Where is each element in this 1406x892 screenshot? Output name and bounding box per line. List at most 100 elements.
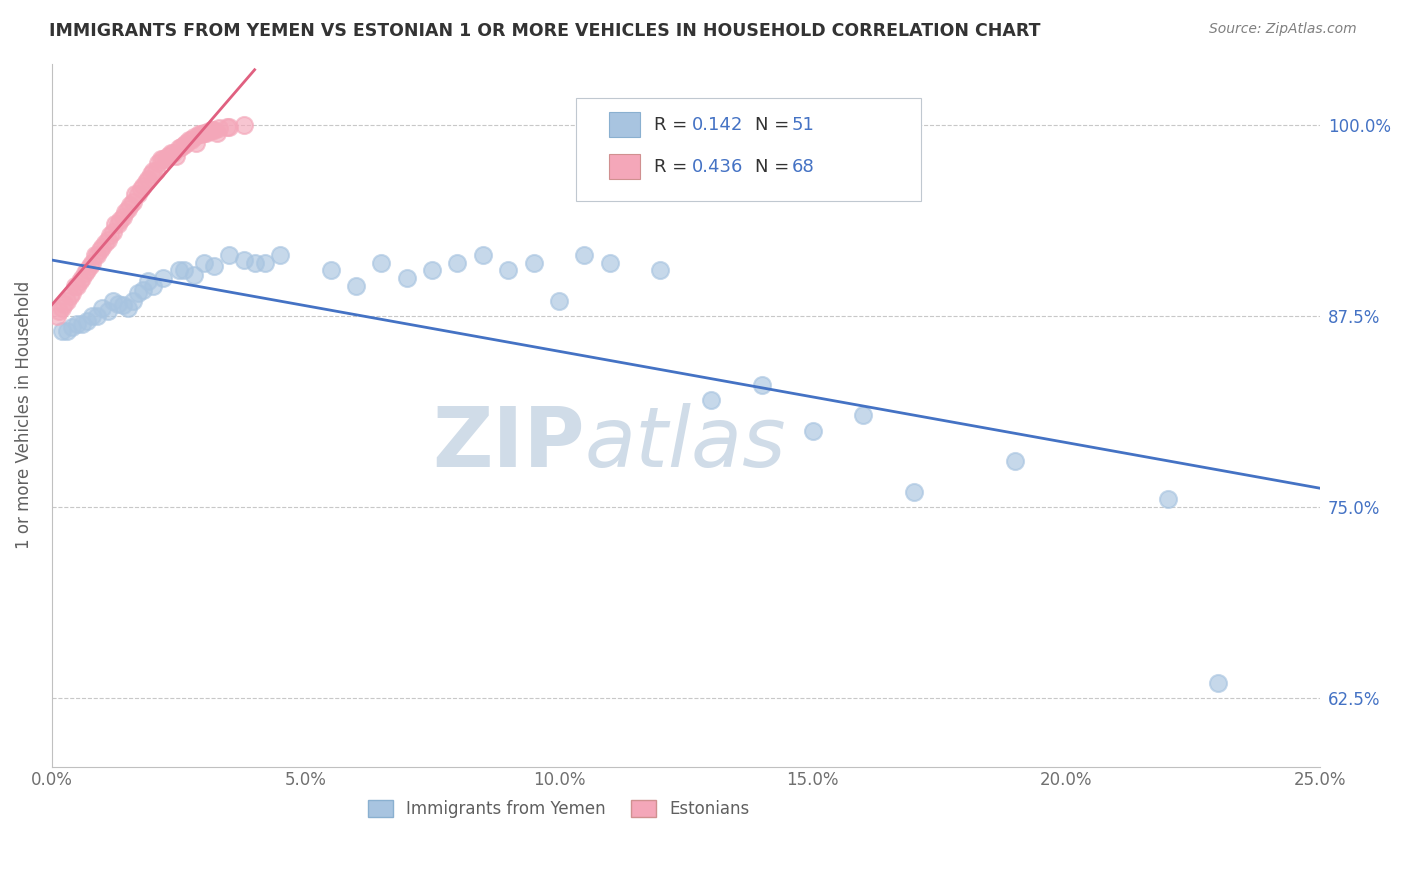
Point bbox=[110, 212, 132, 227]
Point bbox=[70, 317, 93, 331]
Point bbox=[167, 141, 190, 155]
Point bbox=[202, 259, 225, 273]
Point bbox=[173, 138, 195, 153]
Point bbox=[420, 263, 443, 277]
Point bbox=[101, 225, 124, 239]
Point bbox=[120, 197, 142, 211]
Text: N =: N = bbox=[755, 116, 794, 134]
Point bbox=[160, 145, 183, 160]
Text: R =: R = bbox=[654, 116, 693, 134]
Legend: Immigrants from Yemen, Estonians: Immigrants from Yemen, Estonians bbox=[361, 794, 756, 825]
Point bbox=[148, 156, 170, 170]
Point bbox=[132, 179, 155, 194]
Point bbox=[152, 152, 174, 166]
Point bbox=[574, 248, 596, 262]
Point bbox=[91, 240, 114, 254]
Point bbox=[650, 263, 672, 277]
Point bbox=[522, 255, 544, 269]
Point bbox=[1156, 492, 1178, 507]
Point bbox=[446, 255, 468, 269]
Point bbox=[45, 309, 67, 323]
Point bbox=[70, 271, 93, 285]
Point bbox=[496, 263, 519, 277]
Point bbox=[73, 266, 96, 280]
Point bbox=[82, 255, 104, 269]
Text: 68: 68 bbox=[792, 158, 814, 176]
Point bbox=[700, 392, 723, 407]
Point bbox=[76, 263, 98, 277]
Point bbox=[58, 289, 80, 303]
Point bbox=[370, 255, 392, 269]
Point bbox=[186, 136, 208, 151]
Point bbox=[157, 149, 180, 163]
Point bbox=[48, 304, 70, 318]
Point bbox=[114, 205, 136, 219]
Point bbox=[82, 309, 104, 323]
Point bbox=[190, 128, 212, 142]
Point bbox=[96, 304, 118, 318]
Point bbox=[202, 122, 225, 136]
Point bbox=[127, 186, 149, 201]
Point bbox=[107, 297, 129, 311]
Text: 0.436: 0.436 bbox=[692, 158, 744, 176]
Point bbox=[165, 149, 187, 163]
Point bbox=[471, 248, 494, 262]
Point bbox=[111, 298, 134, 312]
Point bbox=[66, 278, 89, 293]
Point bbox=[136, 274, 159, 288]
Point bbox=[145, 164, 167, 178]
Point bbox=[136, 171, 159, 186]
Point bbox=[56, 324, 79, 338]
Text: atlas: atlas bbox=[585, 403, 786, 484]
Point bbox=[98, 228, 121, 243]
Point bbox=[139, 167, 162, 181]
Point bbox=[122, 293, 145, 308]
Point bbox=[117, 202, 139, 216]
Point bbox=[104, 218, 127, 232]
Point bbox=[1004, 454, 1026, 468]
Point bbox=[198, 124, 221, 138]
Point bbox=[253, 255, 276, 269]
Point bbox=[89, 244, 111, 258]
Point bbox=[111, 210, 134, 224]
Point bbox=[149, 152, 172, 166]
Point bbox=[91, 301, 114, 316]
Point bbox=[51, 301, 73, 316]
Point bbox=[195, 126, 218, 140]
Point bbox=[167, 263, 190, 277]
Point bbox=[200, 122, 222, 136]
Point bbox=[395, 271, 418, 285]
Point bbox=[173, 263, 195, 277]
Point bbox=[69, 274, 91, 288]
Point bbox=[180, 133, 202, 147]
Point bbox=[183, 268, 205, 282]
Point bbox=[205, 126, 228, 140]
Text: ZIP: ZIP bbox=[432, 403, 585, 484]
Point bbox=[233, 252, 256, 267]
Text: 51: 51 bbox=[792, 116, 814, 134]
Point bbox=[60, 319, 83, 334]
Point bbox=[101, 293, 124, 308]
Point bbox=[122, 194, 145, 209]
Point bbox=[132, 283, 155, 297]
Point bbox=[218, 248, 240, 262]
Point bbox=[66, 317, 89, 331]
Point bbox=[269, 248, 291, 262]
Text: Source: ZipAtlas.com: Source: ZipAtlas.com bbox=[1209, 22, 1357, 37]
Text: 0.142: 0.142 bbox=[692, 116, 744, 134]
Point bbox=[162, 145, 184, 160]
Point bbox=[174, 136, 197, 151]
Point bbox=[86, 309, 108, 323]
Point bbox=[1206, 675, 1229, 690]
Point bbox=[96, 233, 118, 247]
Point bbox=[177, 133, 200, 147]
Point bbox=[135, 175, 157, 189]
Point bbox=[155, 152, 177, 166]
Point bbox=[56, 293, 79, 308]
Point bbox=[60, 286, 83, 301]
Point bbox=[142, 278, 165, 293]
Point bbox=[129, 182, 152, 196]
Point bbox=[903, 484, 925, 499]
Point bbox=[152, 271, 174, 285]
Point bbox=[94, 235, 117, 250]
